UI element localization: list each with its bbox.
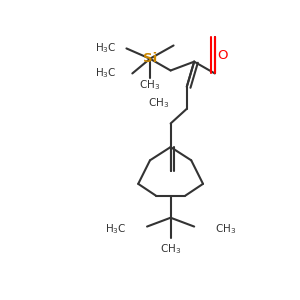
Text: H$_3$C: H$_3$C	[94, 67, 116, 80]
Text: CH$_3$: CH$_3$	[215, 222, 236, 236]
Text: CH$_3$: CH$_3$	[148, 96, 169, 110]
Text: H$_3$C: H$_3$C	[94, 41, 116, 55]
Text: CH$_3$: CH$_3$	[140, 78, 160, 92]
Text: CH$_3$: CH$_3$	[160, 242, 181, 256]
Text: Si: Si	[143, 52, 157, 65]
Text: O: O	[218, 49, 228, 62]
Text: H$_3$C: H$_3$C	[105, 222, 126, 236]
